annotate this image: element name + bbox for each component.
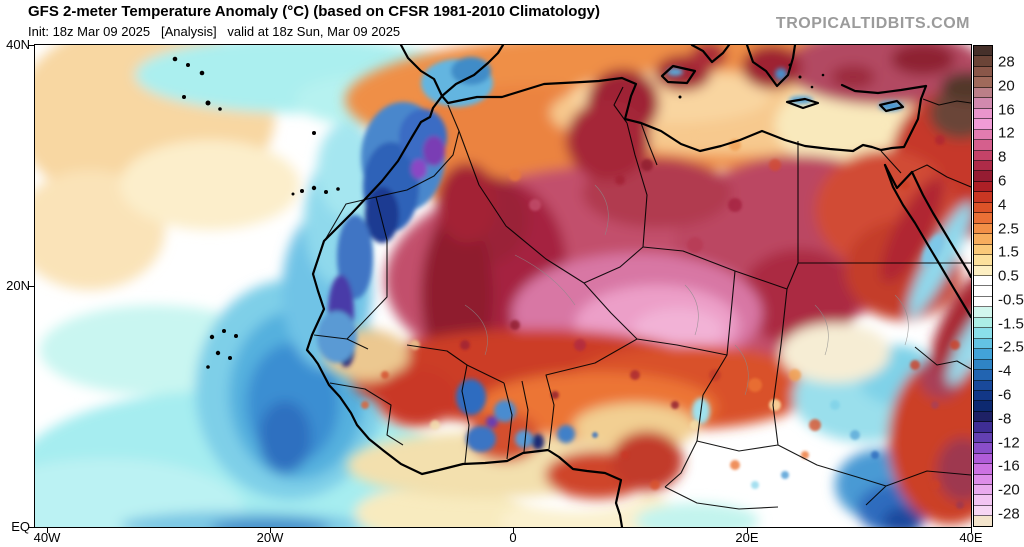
y-axis-tick <box>28 44 35 46</box>
colorbar-segment <box>974 516 992 526</box>
colorbar-segment <box>974 390 992 402</box>
x-axis-tick <box>970 527 972 533</box>
colorbar-segment <box>974 66 992 78</box>
islands <box>172 56 825 369</box>
colorbar-tick-label: -16 <box>998 457 1020 475</box>
colorbar-tick-label: 12 <box>998 124 1015 142</box>
x-axis-tick <box>269 527 271 533</box>
page-title: GFS 2-meter Temperature Anomaly (°C) (ba… <box>28 3 600 20</box>
colorbar-segment <box>974 432 992 444</box>
admin-borders-light <box>464 184 909 396</box>
y-axis-tick <box>28 285 35 287</box>
colorbar-segment <box>974 453 992 465</box>
colorbar-segment <box>974 307 992 318</box>
colorbar-segment <box>974 338 992 350</box>
colorbar-segment <box>974 275 992 287</box>
colorbar-segment <box>974 296 992 308</box>
colorbar-gradient <box>973 45 993 527</box>
coastlines <box>305 45 971 527</box>
colorbar-segment <box>974 485 992 496</box>
colorbar-segment <box>974 244 992 256</box>
colorbar-labels: 28 20 16 12 8 6 4 2.5 1.5 0.5 -0.5 -1.5 -2.5 -4 -6 -8 -1… <box>998 45 1024 527</box>
x-axis-tick <box>512 527 514 533</box>
colorbar-segment <box>974 160 992 172</box>
country-borders <box>313 86 971 510</box>
colorbar-tick-label: 0.5 <box>998 267 1019 285</box>
colorbar-tick-label: -12 <box>998 434 1020 452</box>
colorbar-tick-label: -28 <box>998 505 1020 523</box>
colorbar-tick-label: 4 <box>998 196 1007 214</box>
init-valid-subtitle: Init: 18z Mar 09 2025 [Analysis] valid a… <box>28 24 401 39</box>
colorbar-segment <box>974 150 992 161</box>
colorbar-segment <box>974 359 992 371</box>
colorbar-segment <box>974 119 992 130</box>
colorbar-segment <box>974 129 992 141</box>
colorbar-segment <box>974 234 992 245</box>
colorbar-segment <box>974 265 992 276</box>
x-axis-tick <box>46 527 48 533</box>
colorbar-segment <box>974 181 992 193</box>
x-axis-label: 40E <box>959 530 983 545</box>
colorbar-segment <box>974 87 992 99</box>
y-axis-label: 40N <box>6 37 30 52</box>
anomaly-speckles <box>361 120 964 509</box>
colorbar-tick-label: 6 <box>998 172 1007 190</box>
colorbar-tick-label: 20 <box>998 77 1015 95</box>
colorbar-tick-label: -1.5 <box>998 315 1024 333</box>
colorbar-segment <box>974 474 992 486</box>
colorbar-segment <box>974 505 992 517</box>
y-axis-tick <box>28 526 35 528</box>
x-axis-label: 0 <box>509 530 517 545</box>
map-canvas <box>35 45 971 527</box>
x-axis-label: 40W <box>33 530 61 545</box>
colorbar-segment <box>974 328 992 339</box>
colorbar-segment <box>974 108 992 120</box>
colorbar-segment <box>974 443 992 454</box>
colorbar-segment <box>974 171 992 182</box>
colorbar-segment <box>974 495 992 506</box>
colorbar-tick-label: 1.5 <box>998 243 1019 261</box>
x-axis-label: 20E <box>735 530 759 545</box>
x-axis-tick <box>746 527 748 533</box>
colorbar-segment <box>974 401 992 412</box>
colorbar-segment <box>974 370 992 381</box>
colorbar-segment <box>974 56 992 67</box>
anomaly-map <box>34 44 972 528</box>
colorbar-tick-label: -4 <box>998 362 1012 380</box>
colorbar-segment <box>974 202 992 214</box>
y-axis-label: 20N <box>6 278 30 293</box>
colorbar-segment <box>974 317 992 329</box>
colorbar-segment <box>974 192 992 203</box>
colorbar-tick-label: -20 <box>998 481 1020 499</box>
colorbar-tick-label: -2.5 <box>998 338 1024 356</box>
colorbar-segment <box>974 286 992 297</box>
colorbar-segment <box>974 223 992 235</box>
colorbar-segment <box>974 422 992 433</box>
colorbar-tick-label: -6 <box>998 386 1012 404</box>
land-anomaly-field <box>325 45 971 527</box>
colorbar-segment <box>974 46 992 57</box>
colorbar-tick-label: -0.5 <box>998 291 1024 309</box>
colorbar-segment <box>974 411 992 423</box>
y-axis-label: EQ <box>11 519 30 534</box>
colorbar-tick-label: 8 <box>998 148 1007 166</box>
colorbar-tick-label: 16 <box>998 101 1015 119</box>
colorbar-segment <box>974 213 992 224</box>
colorbar-segment <box>974 140 992 151</box>
colorbar-segment <box>974 77 992 88</box>
tropicaltidbits-watermark: TROPICALTIDBITS.COM <box>775 15 970 32</box>
x-axis-label: 20W <box>256 530 284 545</box>
colorbar-segment <box>974 98 992 109</box>
colorbar-segment <box>974 255 992 266</box>
colorbar-segment <box>974 464 992 475</box>
colorbar-segment <box>974 349 992 360</box>
colorbar-tick-label: 2.5 <box>998 220 1019 238</box>
colorbar-tick-label: -8 <box>998 410 1012 428</box>
colorbar-tick-label: 28 <box>998 53 1015 71</box>
colorbar-segment <box>974 380 992 391</box>
